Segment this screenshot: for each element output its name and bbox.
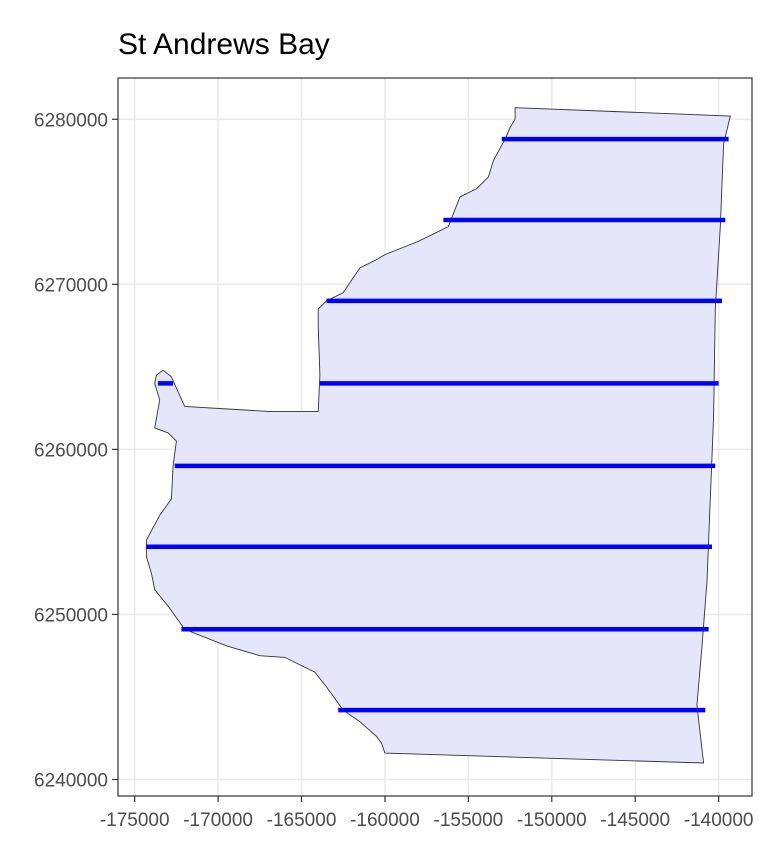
polygon-layer bbox=[145, 107, 731, 764]
x-tick-label: -155000 bbox=[434, 810, 504, 831]
x-tick-label: -140000 bbox=[684, 810, 754, 831]
bay-polygon bbox=[145, 107, 731, 764]
x-tick-label: -145000 bbox=[600, 810, 670, 831]
y-tick-label: 6250000 bbox=[34, 605, 108, 626]
x-tick-label: -160000 bbox=[350, 810, 420, 831]
x-tick-label: -175000 bbox=[100, 810, 170, 831]
axes: -175000 -170000 -165000 -160000 -155000 -1500… bbox=[34, 110, 753, 831]
x-tick-label: -150000 bbox=[517, 810, 587, 831]
y-tick-label: 6240000 bbox=[34, 770, 108, 791]
x-tick-label: -165000 bbox=[267, 810, 337, 831]
transect-lines bbox=[146, 136, 729, 713]
x-tick-label: -170000 bbox=[183, 810, 253, 831]
y-tick-label: 6270000 bbox=[34, 275, 108, 296]
panel-border bbox=[117, 77, 753, 797]
y-tick-label: 6280000 bbox=[34, 110, 108, 131]
y-tick-label: 6260000 bbox=[34, 440, 108, 461]
chart-title: St Andrews Bay bbox=[118, 28, 330, 61]
